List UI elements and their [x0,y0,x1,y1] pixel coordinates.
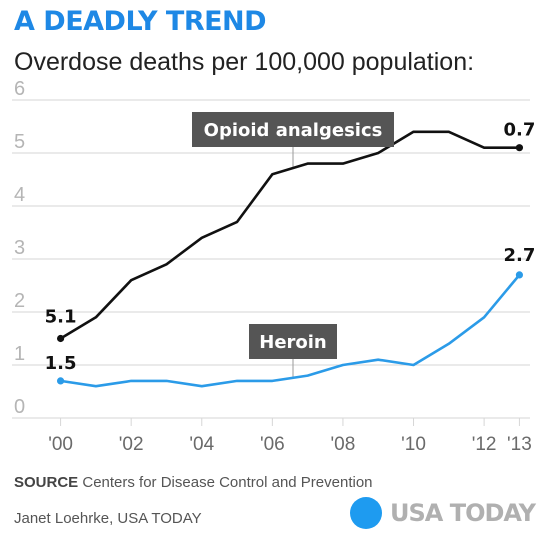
x-tick-label: '08 [331,434,356,455]
y-tick-label: 4 [14,184,25,206]
y-tick-label: 5 [14,131,25,153]
x-tick-label: '06 [260,434,285,455]
data-point [56,377,65,385]
series-callouts: Opioid analgesics Heroin [192,112,394,359]
x-tick-label: '00 [48,434,73,455]
data-label-start: 5.1 [45,307,77,328]
y-tick-label: 0 [14,396,25,418]
x-tick-label: '12 [472,434,497,455]
data-label-end: 0.7 [503,120,535,141]
series-layer [56,130,524,388]
logo-text: USA TODAY [390,499,536,527]
data-labels: 5.1 0.7 1.5 2.7 [45,120,536,374]
y-axis-ticks: 0 1 2 3 4 5 6 [14,78,25,418]
data-label-start: 1.5 [45,353,77,374]
series-line-opioid-analgesics [59,130,521,340]
x-tick-label: '10 [401,434,426,455]
y-tick-label: 1 [14,343,25,365]
x-tick-label: '13 [507,434,532,455]
source-text: Centers for Disease Control and Preventi… [82,474,373,491]
grid-layer [12,99,530,419]
data-point [56,334,65,343]
y-tick-label: 6 [14,78,25,100]
y-tick-label: 3 [14,237,25,259]
x-tick-label: '02 [119,434,144,455]
source-note: SOURCE Centers for Disease Control and P… [14,474,373,491]
chart-title: A DEADLY TREND [14,6,267,37]
series-line-heroin [59,273,521,388]
usa-today-logo: USA TODAY [350,497,536,529]
data-point [515,271,524,279]
source-label: SOURCE [14,474,79,491]
chart-subtitle: Overdose deaths per 100,000 population: [14,48,475,76]
legend-label-heroin: Heroin [259,332,327,353]
x-tick-label: '04 [189,434,214,455]
callout-box [192,112,394,147]
credit-line: Janet Loehrke, USA TODAY [14,510,202,527]
data-label-end: 2.7 [503,245,535,266]
line-chart: 0 1 2 3 4 5 6 '00 '02 '04 '06 '08 '10 '12 '13 5.1 0.7 1… [12,78,536,455]
callout-box [249,324,337,359]
y-tick-label: 2 [14,290,25,312]
legend-label-opioid-analgesics: Opioid analgesics [204,120,383,141]
logo-dot-icon [350,497,382,529]
x-axis-ticks: '00 '02 '04 '06 '08 '10 '12 '13 [48,418,532,455]
data-point [515,144,524,152]
